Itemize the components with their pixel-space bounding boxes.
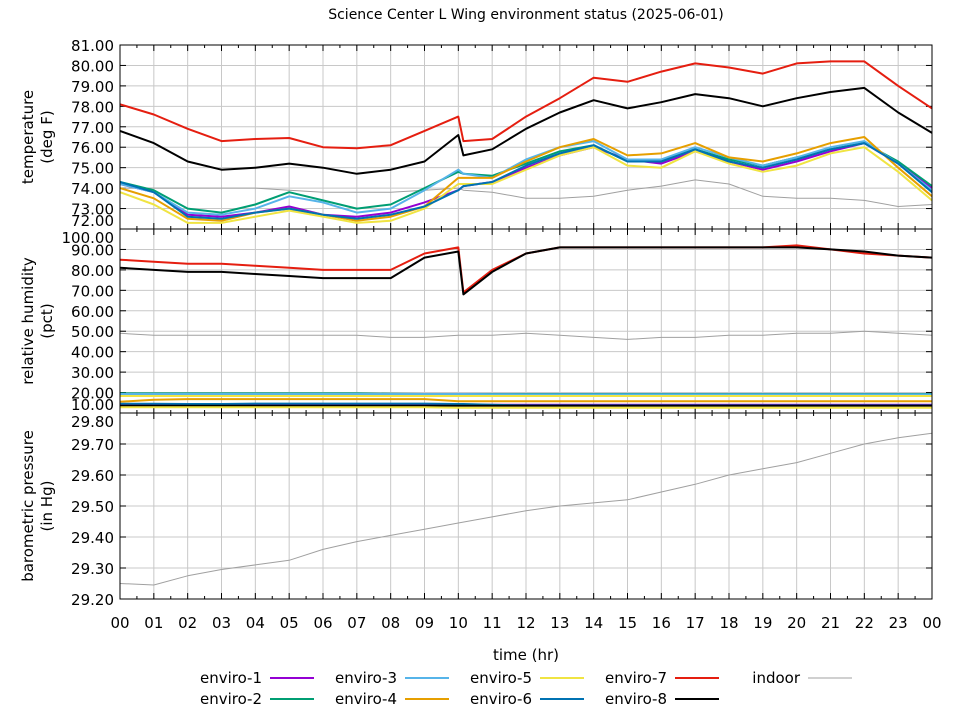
y-axis-label: temperature [19, 90, 37, 184]
x-tick-label: 23 [889, 614, 908, 632]
y-axis-label: (deg F) [38, 110, 56, 163]
y-tick-label: 29.80 [71, 413, 114, 431]
x-tick-label: 22 [855, 614, 874, 632]
x-tick-label: 08 [381, 614, 400, 632]
legend-item-enviro-4: enviro-4 [335, 690, 449, 708]
legend-label: indoor [752, 669, 801, 687]
x-tick-label: 03 [212, 614, 231, 632]
x-tick-label: 07 [347, 614, 366, 632]
x-tick-label: 11 [483, 614, 502, 632]
y-tick-label: 30.00 [71, 364, 114, 382]
x-tick-label: 00 [110, 614, 129, 632]
y-tick-label: 80.00 [71, 57, 114, 75]
y-tick-label: 81.00 [71, 37, 114, 55]
y-tick-label: 20.00 [71, 385, 114, 403]
x-tick-label: 19 [753, 614, 772, 632]
y-tick-label: 100.00 [62, 229, 115, 247]
y-tick-label: 70.00 [71, 282, 114, 300]
legend-label: enviro-3 [335, 669, 397, 687]
x-tick-label: 00 [922, 614, 941, 632]
y-tick-label: 79.00 [71, 78, 114, 96]
panel-2: 29.20 29.30 29.40 29.50 29.60 29.70 29.80 barom… [19, 413, 932, 609]
x-tick-label: 16 [652, 614, 671, 632]
y-tick-label: 29.30 [71, 560, 114, 578]
y-tick-label: 60.00 [71, 303, 114, 321]
panel-1: 10.0020.0030.0040.0050.0060.0070.0080.00… [19, 229, 932, 414]
x-tick-label: 21 [821, 614, 840, 632]
y-axis-label: barometric pressure [19, 430, 37, 582]
legend-item-enviro-6: enviro-6 [470, 690, 584, 708]
legend-label: enviro-7 [605, 669, 667, 687]
x-tick-label: 05 [280, 614, 299, 632]
x-tick-label: 14 [584, 614, 603, 632]
y-axis-label: relative humidity [19, 257, 37, 385]
x-tick-label: 15 [618, 614, 637, 632]
x-tick-label: 02 [178, 614, 197, 632]
y-tick-label: 50.00 [71, 323, 114, 341]
x-tick-label: 01 [144, 614, 163, 632]
y-axis-label: (in Hg) [38, 481, 56, 532]
legend-label: enviro-2 [200, 690, 262, 708]
y-tick-label: 29.60 [71, 467, 114, 485]
x-tick-label: 17 [686, 614, 705, 632]
y-tick-label: 29.70 [71, 436, 114, 454]
y-tick-label: 77.00 [71, 119, 114, 137]
chart-title: Science Center L Wing environment status… [328, 7, 724, 23]
legend-label: enviro-8 [605, 690, 667, 708]
x-tick-label: 13 [550, 614, 569, 632]
y-tick-label: 74.00 [71, 180, 114, 198]
y-tick-label: 29.40 [71, 529, 114, 547]
y-tick-label: 76.00 [71, 139, 114, 157]
x-tick-label: 10 [449, 614, 468, 632]
y-tick-label: 75.00 [71, 160, 114, 178]
x-tick-label: 18 [719, 614, 738, 632]
legend-label: enviro-6 [470, 690, 532, 708]
legend-item-indoor: indoor [752, 669, 852, 687]
y-tick-label: 80.00 [71, 262, 114, 280]
panel-0: 72.0073.0074.0075.0076.0077.0078.0079.00… [19, 37, 932, 230]
x-tick-label: 20 [787, 614, 806, 632]
legend-item-enviro-5: enviro-5 [470, 669, 584, 687]
legend-item-enviro-8: enviro-8 [605, 690, 719, 708]
x-tick-label: 06 [313, 614, 332, 632]
legend: enviro-1 enviro-2 enviro-3 enviro-4 enviro-5… [200, 669, 852, 708]
y-tick-label: 73.00 [71, 201, 114, 219]
legend-item-enviro-3: enviro-3 [335, 669, 449, 687]
y-tick-label: 29.50 [71, 498, 114, 516]
x-tick-label: 09 [415, 614, 434, 632]
legend-item-enviro-2: enviro-2 [200, 690, 314, 708]
legend-label: enviro-4 [335, 690, 397, 708]
legend-item-enviro-1: enviro-1 [200, 669, 314, 687]
y-axis-label: (pct) [38, 303, 56, 338]
y-tick-label: 78.00 [71, 98, 114, 116]
legend-label: enviro-1 [200, 669, 262, 687]
x-tick-label: 04 [246, 614, 265, 632]
legend-item-enviro-7: enviro-7 [605, 669, 719, 687]
x-tick-label: 12 [516, 614, 535, 632]
y-tick-label: 29.20 [71, 591, 114, 609]
x-axis-label: time (hr) [493, 646, 559, 664]
y-tick-label: 40.00 [71, 344, 114, 362]
legend-label: enviro-5 [470, 669, 532, 687]
